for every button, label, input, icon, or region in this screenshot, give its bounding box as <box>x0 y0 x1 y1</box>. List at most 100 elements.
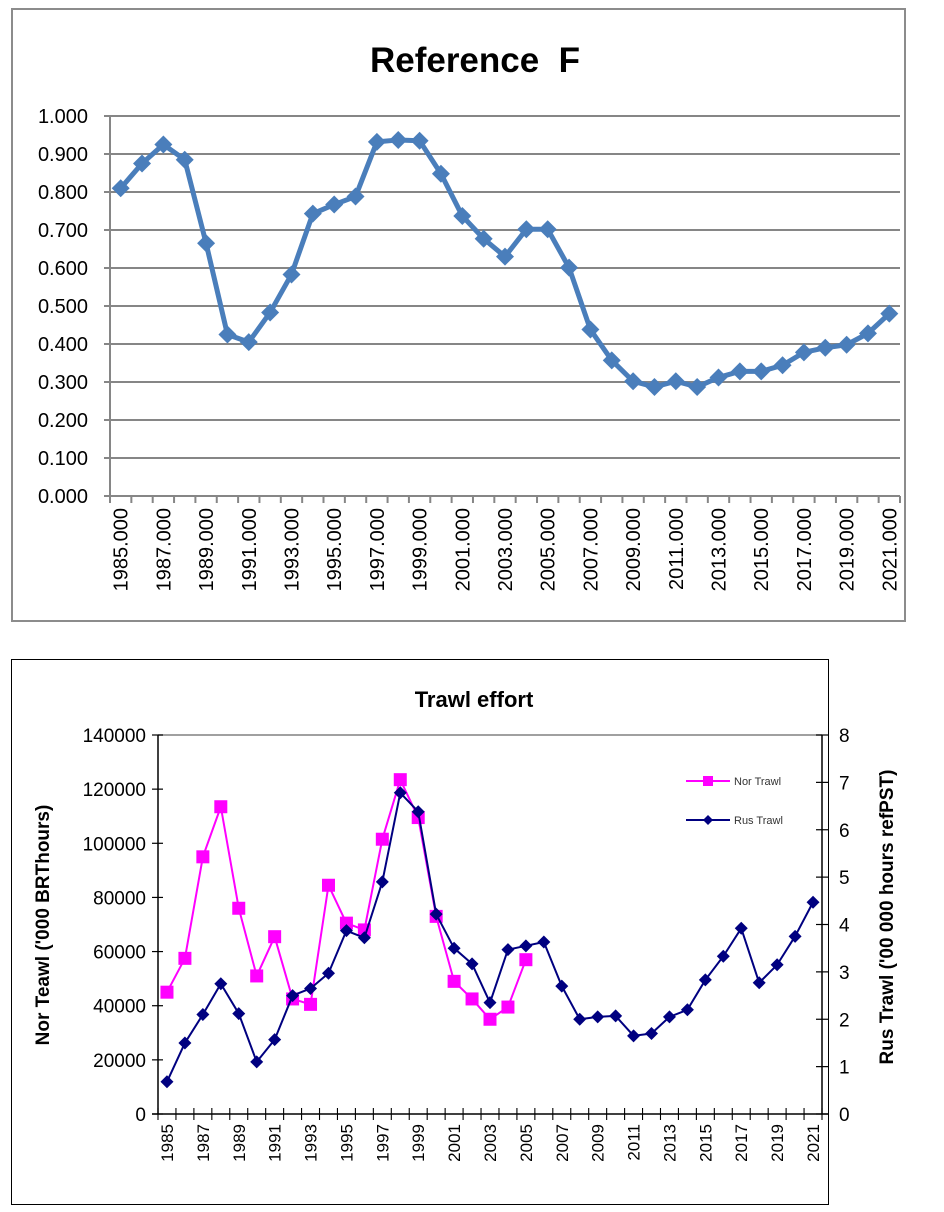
data-point-rus-trawl <box>429 907 443 921</box>
y-tick-label: 0.600 <box>38 258 88 280</box>
x-tick-label: 1989.000 <box>196 508 218 591</box>
x-tick-label: 1995.000 <box>324 508 346 591</box>
x-tick-label: 1999.000 <box>410 508 432 591</box>
data-point-rus-trawl <box>304 981 318 995</box>
data-point-rus-trawl <box>627 1029 641 1043</box>
data-point <box>389 130 408 149</box>
data-point-rus-trawl <box>393 786 407 800</box>
data-point-rus-trawl <box>698 973 712 987</box>
x-tick-label: 2001 <box>445 1124 464 1162</box>
y-tick-label: 0.400 <box>38 334 88 356</box>
chart-title: Trawl effort <box>415 687 534 712</box>
data-point-rus-trawl <box>770 958 784 972</box>
data-point-rus-trawl <box>339 924 353 938</box>
data-point-rus-trawl <box>519 939 533 953</box>
y-tick-label-left: 120000 <box>83 780 146 801</box>
data-point-rus-trawl <box>286 989 300 1003</box>
y-axis-left-label: Nor Teawl ('000 BRThours) <box>33 805 54 1046</box>
y-tick-label-right: 4 <box>839 916 850 937</box>
series-line-rus-trawl <box>166 791 814 1083</box>
y-tick-label-right: 0 <box>839 1105 850 1126</box>
data-point-nor-trawl <box>501 1000 515 1014</box>
legend-marker-nor-trawl <box>703 776 713 786</box>
data-point-rus-trawl <box>357 931 371 945</box>
x-tick-label: 2007.000 <box>580 508 602 591</box>
data-point <box>837 335 856 354</box>
data-point <box>111 179 130 198</box>
data-point <box>666 372 685 391</box>
data-point-rus-trawl <box>232 1007 246 1021</box>
data-point <box>239 333 258 352</box>
data-point-nor-trawl <box>232 901 246 915</box>
data-point-rus-trawl <box>268 1033 282 1047</box>
data-point-rus-trawl <box>160 1075 174 1089</box>
x-tick-label: 2021.000 <box>879 508 901 591</box>
y-tick-label-right: 6 <box>839 821 850 842</box>
data-point <box>346 187 365 206</box>
x-tick-label: 2009 <box>589 1124 608 1162</box>
data-point <box>367 132 386 151</box>
x-tick-label: 1997.000 <box>367 508 389 591</box>
y-tick-label: 0.800 <box>38 182 88 204</box>
x-tick-label: 1991 <box>266 1124 285 1162</box>
reference-f-chart-frame <box>11 8 906 622</box>
x-tick-label: 2005 <box>517 1124 536 1162</box>
data-point-rus-trawl <box>501 943 515 957</box>
x-tick-label: 2005.000 <box>538 508 560 591</box>
data-point <box>303 204 322 223</box>
data-point-nor-trawl <box>214 800 228 814</box>
y-tick-label-left: 40000 <box>93 997 146 1018</box>
y-tick-label-left: 140000 <box>83 726 146 747</box>
x-tick-label: 1989 <box>230 1124 249 1162</box>
x-tick-label: 1987.000 <box>153 508 175 591</box>
reference-f-chart: Reference F 0.000 0.100 0.200 0.300 0.400 0.5… <box>38 41 901 591</box>
y-tick-label: 0.200 <box>38 410 88 432</box>
data-point <box>175 150 194 169</box>
x-tick-label: 2021 <box>804 1124 823 1162</box>
data-point-rus-trawl <box>662 1010 676 1024</box>
y-tick-label-right: 1 <box>839 1058 850 1079</box>
data-point <box>133 154 152 173</box>
y-tick-label: 0.700 <box>38 220 88 242</box>
y-tick-label-left: 20000 <box>93 1051 146 1072</box>
data-point-rus-trawl <box>214 977 228 991</box>
data-point <box>325 195 344 214</box>
y-tick-label-left: 60000 <box>93 943 146 964</box>
y-tick-label-left: 0 <box>135 1105 146 1126</box>
y-tick-label-left: 100000 <box>83 834 146 855</box>
data-point <box>496 247 514 266</box>
x-tick-label: 2013.000 <box>709 508 731 591</box>
data-point-nor-trawl <box>465 992 479 1006</box>
data-point-nor-trawl <box>321 878 335 892</box>
data-point-rus-trawl <box>591 1010 605 1024</box>
data-point-nor-trawl <box>250 969 264 983</box>
data-point-rus-trawl <box>573 1012 587 1026</box>
data-point-nor-trawl <box>483 1012 497 1026</box>
data-point <box>197 234 216 253</box>
x-tick-label: 2017.000 <box>794 508 816 591</box>
y-tick-label: 0.500 <box>38 296 88 318</box>
data-point <box>431 164 450 183</box>
legend-marker-rus-trawl <box>703 815 713 825</box>
x-tick-label: 1993 <box>302 1124 321 1162</box>
data-point-rus-trawl <box>555 979 569 993</box>
data-point <box>261 303 280 322</box>
data-point-rus-trawl <box>447 941 461 955</box>
y-tick-label-right: 5 <box>839 868 850 889</box>
y-tick-label-right: 8 <box>839 726 850 747</box>
x-tick-label: 2003.000 <box>495 508 517 591</box>
data-point-rus-trawl <box>178 1036 192 1050</box>
data-point <box>282 265 301 284</box>
data-point <box>560 258 579 277</box>
data-point <box>218 325 237 344</box>
y-tick-label: 0.000 <box>38 486 88 508</box>
data-point-rus-trawl <box>806 895 820 909</box>
y-tick-label: 1.000 <box>38 106 88 128</box>
x-tick-label: 1995 <box>337 1124 356 1162</box>
data-point <box>816 338 835 357</box>
x-tick-label: 2007 <box>553 1124 572 1162</box>
x-tick-label: 1993.000 <box>281 508 303 591</box>
x-tick-label: 2003 <box>481 1124 500 1162</box>
data-point <box>645 377 664 396</box>
